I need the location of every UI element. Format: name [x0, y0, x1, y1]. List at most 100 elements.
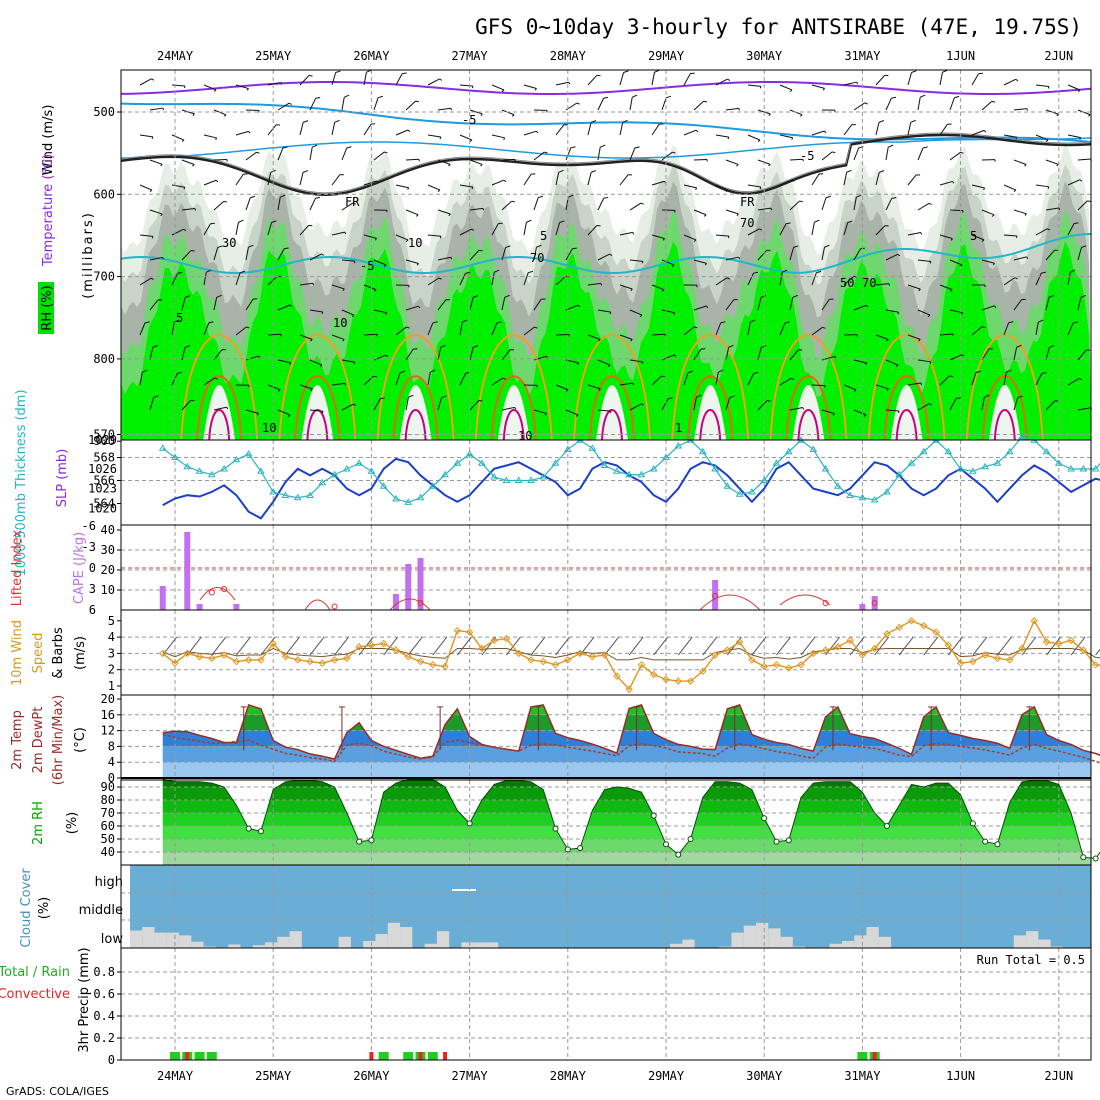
y-tick-label: 70 [101, 806, 115, 820]
wind-barb [299, 122, 304, 136]
wind-barb [811, 130, 825, 136]
wind-barb [299, 225, 310, 236]
wind-barb [139, 134, 153, 138]
wind-barb-flag [1014, 277, 1018, 280]
isotherm-plus15 [981, 375, 1028, 441]
low-cloud-bar [179, 935, 192, 948]
y-tick-label: 16 [101, 708, 115, 722]
wind-barb [629, 147, 636, 161]
wind-speed-marker [858, 651, 867, 659]
thickness-marker [551, 459, 560, 466]
wind-barb-flag [538, 195, 544, 199]
low-cloud-bar [841, 941, 855, 948]
rh-band [162, 826, 1091, 839]
cloud-grid [121, 865, 1091, 948]
wind-barb [821, 247, 825, 261]
low-cloud-bar [154, 932, 167, 948]
wind-speed-marker [760, 662, 768, 671]
isotherm-plus15 [588, 375, 635, 441]
wind-barb-flag [480, 113, 483, 117]
wind-barb [715, 78, 728, 86]
wind-barb [587, 172, 592, 186]
wind-barb-flag [961, 312, 964, 315]
wind-barb [917, 403, 930, 411]
wind-barb-flag [208, 321, 214, 324]
wind-speed-marker [257, 656, 265, 664]
wind-barb-flag [865, 304, 869, 308]
wind-barb [395, 184, 409, 189]
bottom-date-axis: 24MAY 25MAY 26MAY 27MAY 28MAY 29MAY 30MAY 31MAY… [157, 1069, 1073, 1083]
wind-barb-flag [565, 389, 569, 392]
precip-frame [120, 947, 1092, 1061]
wind-barb [843, 276, 855, 286]
wind-speed-marker [208, 654, 216, 662]
contour-label: -5 [360, 259, 374, 273]
wind-barb-flag [641, 403, 645, 406]
contour-label: FR [740, 195, 755, 209]
isotherm-plus20 [208, 409, 231, 441]
surface-wind-barb [309, 636, 325, 656]
wind-barb-flag [277, 389, 281, 392]
contour-label: 70 [530, 251, 544, 265]
surface-wind-barb [1021, 636, 1037, 656]
wind-barb-flag [729, 395, 735, 399]
wind-barb-flag [832, 151, 836, 154]
wind-barb [469, 159, 483, 165]
wind-barb-flag [471, 186, 474, 190]
date-tick-label: 28MAY [550, 1069, 587, 1083]
low-cloud-bar [461, 942, 474, 948]
wind-barb-flag [693, 239, 697, 242]
wind-barb-flag [440, 344, 446, 348]
precip-convective-bar [872, 1052, 877, 1060]
wind-barb [587, 282, 601, 286]
wind-barb-flag [310, 339, 313, 342]
rh-band [162, 839, 1091, 852]
date-tick-label: 28MAY [550, 49, 587, 63]
wind-barb-flag [373, 289, 377, 292]
wind-barb [1003, 134, 1017, 138]
wind-barb [341, 403, 354, 411]
wind-barb-flag [217, 245, 223, 249]
y-tick-label: 0.6 [93, 987, 115, 1001]
wind-barb [715, 184, 729, 191]
contour-label: 10 [518, 429, 532, 443]
wind-barb-flag [673, 312, 676, 315]
wind-barb [1067, 179, 1081, 186]
wind-barb [501, 200, 512, 211]
wind10-panel: 1 2 3 4 5 [108, 609, 1100, 696]
isotherm-plus20 [306, 409, 329, 441]
wind-barb [715, 134, 729, 138]
wind-barb [267, 333, 282, 336]
thickness-marker [944, 447, 953, 455]
wind-barb-flag [544, 413, 547, 416]
wind-barb-flag [666, 95, 672, 99]
y-tick-label-secondary: 1026 [88, 462, 117, 476]
wind-barb [363, 375, 374, 386]
wind-barb [885, 97, 892, 111]
wind-barb [437, 107, 451, 111]
wind-barb-flag [572, 247, 577, 250]
wind-barb [139, 372, 143, 386]
y-tick-label: 80 [101, 793, 115, 807]
thickness-marker [502, 476, 511, 483]
wind-barb [459, 273, 467, 286]
wind-barb-flag [661, 289, 665, 292]
y-tick-label-secondary: 6 [89, 603, 96, 617]
y-tick-label: 4 [108, 755, 115, 769]
wind-barb [1013, 159, 1027, 165]
wind-speed-marker [404, 652, 412, 661]
thickness-marker [993, 459, 1002, 466]
wind-barb [373, 259, 387, 266]
wind-barb [1003, 78, 1016, 86]
isotherm-plus20 [895, 409, 918, 441]
wind-barb [213, 247, 219, 261]
wind-barb-flag [558, 169, 564, 173]
contour-label: 5 [970, 229, 977, 243]
wind-barb [971, 234, 985, 241]
wind-barb-flag [1017, 395, 1023, 399]
isotherm-plus10 [180, 334, 259, 441]
wind-barb [651, 333, 666, 336]
wind-barb-flag [703, 214, 707, 217]
wind-barb [171, 134, 185, 141]
